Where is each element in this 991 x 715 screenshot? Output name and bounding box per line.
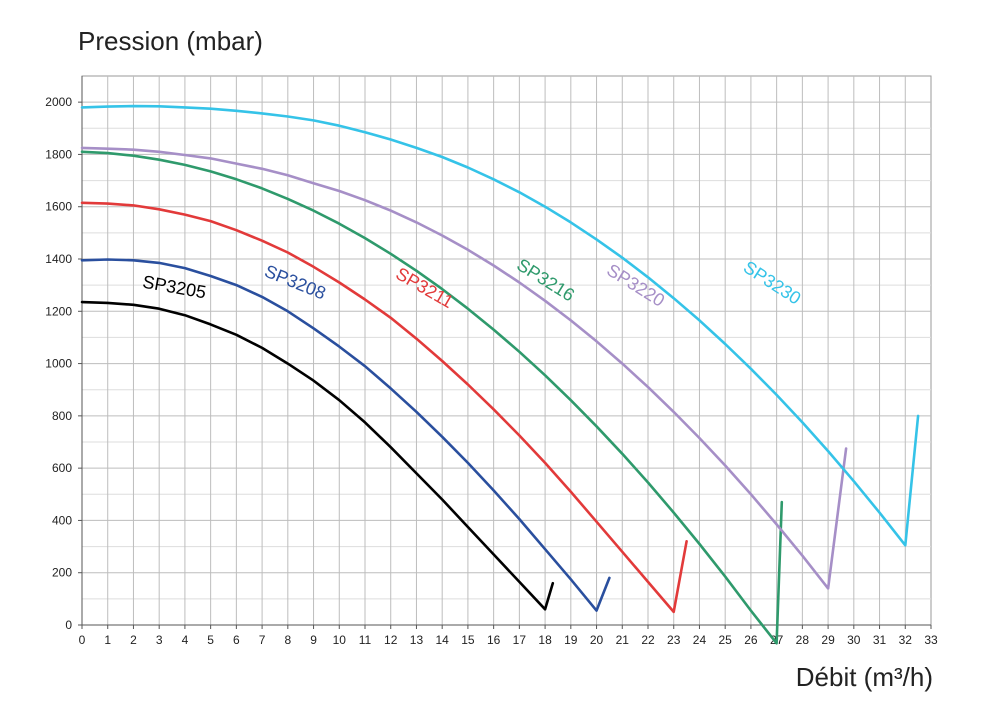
- series-line-sp3205: [80, 300, 555, 611]
- x-tick-label: 28: [796, 633, 810, 647]
- y-tick-label: 0: [65, 618, 72, 632]
- x-tick-label: 2: [130, 633, 137, 647]
- x-tick-label: 7: [259, 633, 266, 647]
- x-tick-label: 11: [359, 633, 372, 647]
- x-tick-label: 20: [590, 633, 604, 647]
- y-tick-label: 1000: [45, 357, 72, 371]
- y-tick-label: 1200: [45, 304, 72, 318]
- x-tick-label: 14: [436, 633, 450, 647]
- x-tick-label: 6: [233, 633, 240, 647]
- series-line-sp3211: [80, 201, 688, 614]
- x-tick-label: 24: [693, 633, 707, 647]
- x-tick-label: 23: [667, 633, 681, 647]
- x-tick-label: 18: [538, 633, 552, 647]
- x-axis-title: Débit (m³/h): [795, 662, 933, 692]
- y-tick-label: 600: [52, 461, 72, 475]
- y-tick-label: 200: [52, 566, 72, 580]
- x-tick-label: 26: [744, 633, 758, 647]
- x-tick-label: 17: [513, 633, 527, 647]
- x-tick-label: 29: [821, 633, 835, 647]
- x-tick-label: 9: [310, 633, 317, 647]
- x-tick-label: 0: [79, 633, 86, 647]
- series-line-sp3220: [80, 146, 848, 590]
- x-tick-label: 1: [104, 633, 111, 647]
- x-tick-label: 31: [873, 633, 887, 647]
- x-tick-label: 4: [182, 633, 189, 647]
- x-tick-label: 30: [847, 633, 861, 647]
- x-tick-label: 21: [616, 633, 630, 647]
- series-line-sp3216: [80, 150, 784, 645]
- y-tick-label: 800: [52, 409, 72, 423]
- y-tick-label: 1600: [45, 200, 72, 214]
- x-tick-label: 5: [207, 633, 214, 647]
- x-tick-label: 12: [384, 633, 398, 647]
- y-tick-label: 1400: [45, 252, 72, 266]
- x-tick-label: 13: [410, 633, 424, 647]
- x-tick-label: 3: [156, 633, 163, 647]
- x-tick-label: 10: [333, 633, 347, 647]
- x-tick-label: 32: [899, 633, 913, 647]
- series-line-sp3230: [80, 104, 920, 547]
- series-line-sp3208: [80, 258, 611, 612]
- x-tick-label: 22: [641, 633, 655, 647]
- y-tick-label: 2000: [45, 95, 72, 109]
- y-tick-label: 400: [52, 513, 72, 527]
- x-tick-label: 25: [719, 633, 733, 647]
- x-tick-label: 19: [564, 633, 578, 647]
- x-tick-label: 8: [284, 633, 291, 647]
- x-tick-label: 15: [461, 633, 475, 647]
- plot-area: [81, 75, 932, 626]
- x-tick-label: 16: [487, 633, 501, 647]
- y-tick-label: 1800: [45, 147, 72, 161]
- x-tick-label: 33: [924, 633, 938, 647]
- chart-title: Pression (mbar): [78, 26, 263, 56]
